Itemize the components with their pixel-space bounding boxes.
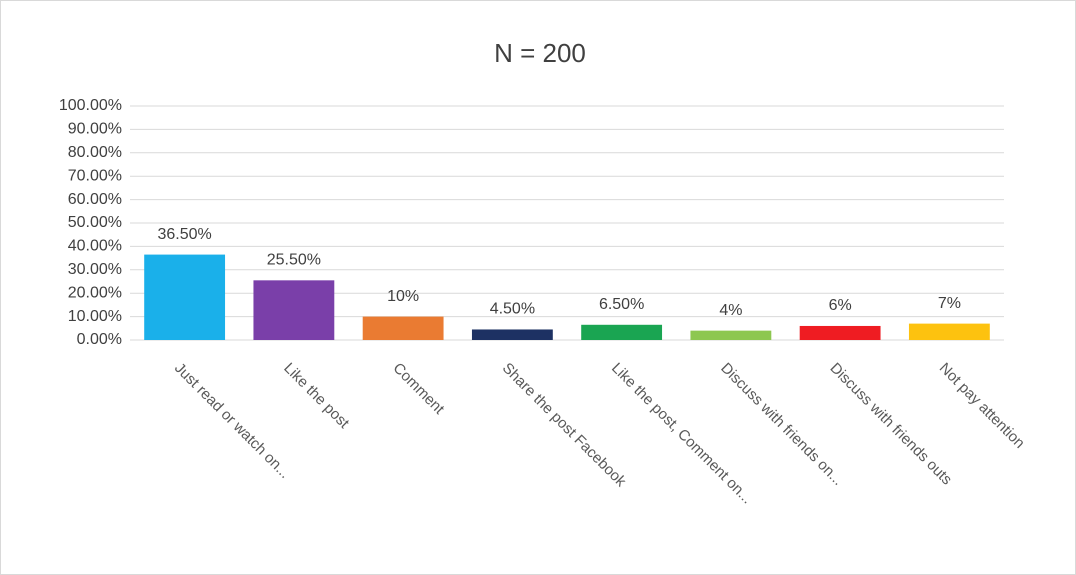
- y-tick-label: 90.00%: [68, 121, 122, 138]
- value-label: 6%: [829, 297, 852, 314]
- chart-title: N = 200: [494, 38, 586, 68]
- page: N = 200 0.00% 10.00% 20.00% 30.00% 40.00% 50.…: [0, 0, 1076, 575]
- y-tick-label: 80.00%: [68, 144, 122, 161]
- bar: [363, 317, 444, 340]
- value-label: 6.50%: [599, 296, 644, 313]
- chart: N = 200 0.00% 10.00% 20.00% 30.00% 40.00% 50.…: [0, 0, 1076, 575]
- y-tick-label: 50.00%: [68, 214, 122, 231]
- y-tick-label: 0.00%: [77, 331, 122, 348]
- value-label: 36.50%: [157, 226, 211, 243]
- y-tick-label: 30.00%: [68, 261, 122, 278]
- value-label: 4.50%: [490, 301, 535, 318]
- bar: [472, 329, 553, 340]
- y-tick-label: 40.00%: [68, 238, 122, 255]
- y-tick-label: 70.00%: [68, 167, 122, 184]
- bar: [581, 325, 662, 340]
- value-label: 7%: [938, 295, 961, 312]
- value-label: 4%: [719, 302, 742, 319]
- y-tick-label: 10.00%: [68, 308, 122, 325]
- value-label: 25.50%: [267, 252, 321, 269]
- bar: [253, 280, 334, 340]
- value-label: 10%: [387, 288, 419, 305]
- bar: [144, 255, 225, 340]
- y-tick-label: 100.00%: [59, 97, 122, 114]
- bar: [690, 331, 771, 340]
- y-tick-label: 20.00%: [68, 284, 122, 301]
- bar: [800, 326, 881, 340]
- y-tick-label: 60.00%: [68, 191, 122, 208]
- bar: [909, 324, 990, 340]
